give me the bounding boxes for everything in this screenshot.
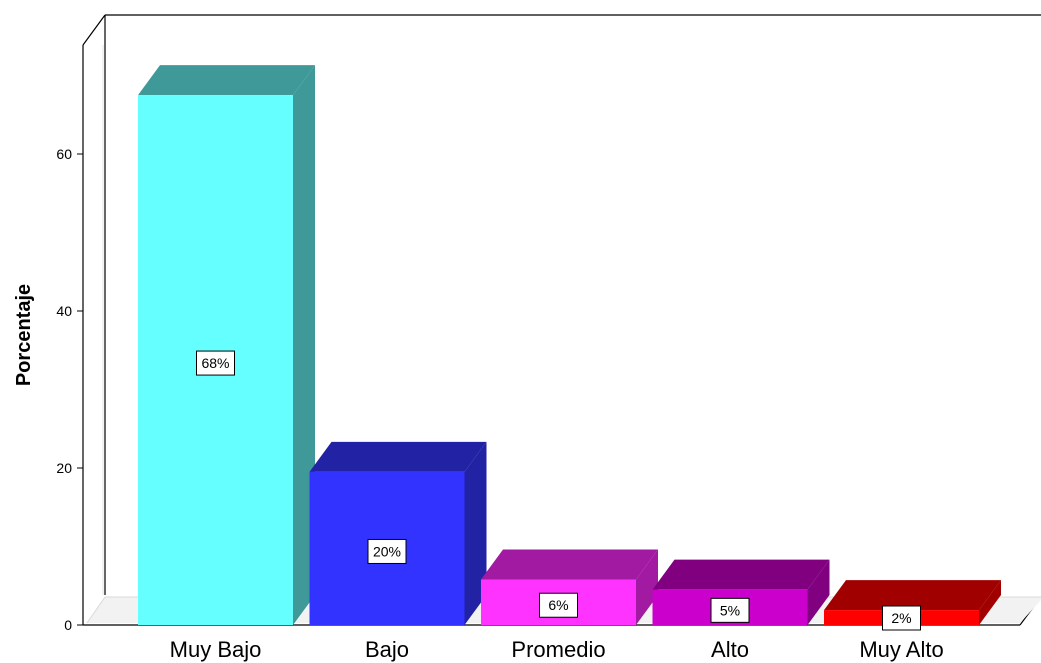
data-label: 5% [720, 602, 740, 618]
bar-side-face [636, 549, 658, 625]
x-tick-label-muy-bajo: Muy Bajo [170, 637, 262, 662]
data-label-box [710, 597, 750, 623]
bar-alto: 5% [652, 559, 830, 625]
bar-top-face [652, 559, 830, 590]
floor-left-edge [86, 596, 106, 624]
y-tick-label-20: 20 [56, 460, 72, 476]
x-tick-label-bajo: Bajo [365, 637, 409, 662]
bar-muy-alto: 2% [824, 580, 1001, 631]
data-label: 68% [201, 355, 229, 371]
y-axis: 0 20 40 60 [56, 146, 83, 633]
data-label: 20% [373, 543, 401, 559]
y-tick-label-40: 40 [56, 303, 72, 319]
data-label-box [882, 605, 921, 631]
y-axis-title: Porcentaje [13, 284, 35, 386]
bar-muy-bajo: 68% [138, 65, 315, 625]
bar-top-face [138, 65, 315, 96]
bar-top-face [824, 580, 1001, 611]
bar-side-face [979, 580, 1001, 625]
bar-top-face [481, 549, 658, 580]
data-label: 6% [548, 597, 568, 613]
data-label-box [367, 538, 407, 564]
bars: 68% 20% 6% 5% 2% [138, 65, 1001, 631]
data-label-box [196, 350, 235, 376]
y-tick-label-0: 0 [64, 617, 72, 633]
data-label: 2% [891, 610, 911, 626]
bar-side-face [807, 559, 830, 625]
side-wall-top-edge [82, 14, 106, 46]
x-tick-label-alto: Alto [711, 637, 749, 662]
data-label-box [539, 592, 578, 618]
bar-side-face [464, 441, 487, 625]
bar-bajo: 20% [309, 441, 487, 625]
bar-promedio: 6% [481, 549, 658, 625]
x-axis-labels: Muy Bajo Bajo Promedio Alto Muy Alto [170, 637, 944, 662]
y-tick-label-60: 60 [56, 146, 72, 162]
x-tick-label-promedio: Promedio [511, 637, 605, 662]
bar-top-face [309, 441, 487, 472]
x-tick-label-muy-alto: Muy Alto [859, 637, 943, 662]
